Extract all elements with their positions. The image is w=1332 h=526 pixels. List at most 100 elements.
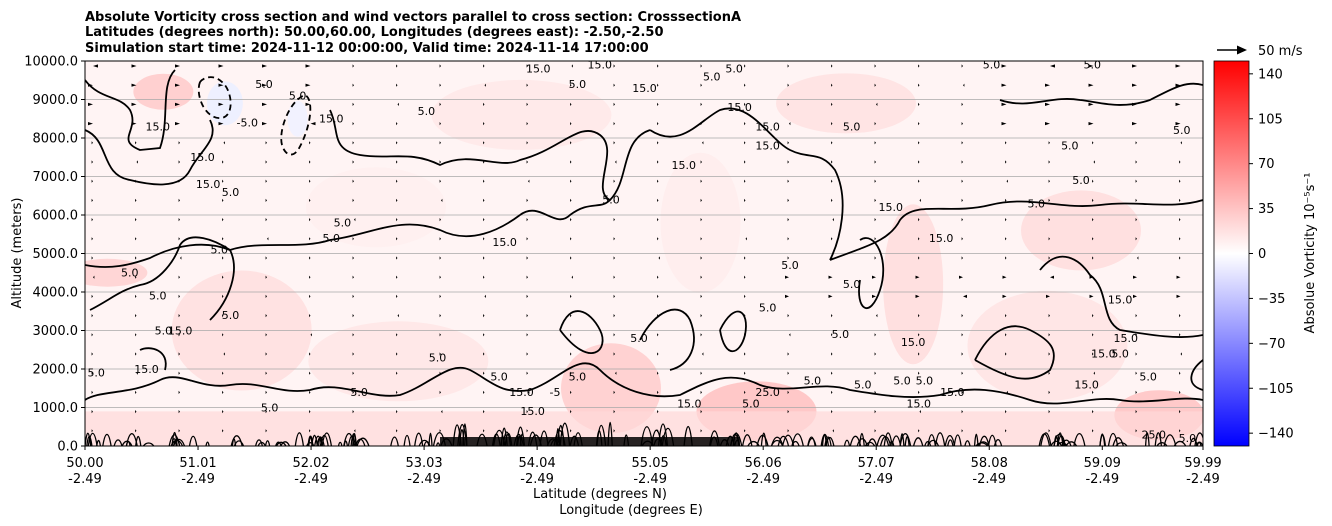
wind-vector	[396, 429, 398, 433]
wind-vector	[131, 102, 137, 106]
wind-vector	[352, 256, 354, 260]
contour-line	[89, 236, 235, 321]
wind-vector	[396, 371, 398, 375]
wind-vector	[831, 160, 833, 164]
x-tick-label-latitude: 52.02	[292, 456, 329, 471]
surface-contour	[843, 439, 851, 446]
colorbar-tick-label: −35	[1258, 292, 1285, 307]
wind-vector	[918, 64, 920, 68]
contour-label: 5.0	[1111, 347, 1129, 360]
surface-contour	[947, 439, 954, 446]
wind-vector	[1135, 160, 1137, 164]
surface-contour	[953, 434, 962, 446]
wind-vector	[744, 294, 746, 298]
colorbar-tick-label: 105	[1258, 112, 1283, 127]
wind-vector	[961, 352, 963, 356]
wind-vector	[305, 64, 311, 68]
wind-vector	[831, 102, 833, 106]
wind-vector	[657, 160, 659, 164]
wind-vector	[309, 352, 311, 356]
surface-contour	[85, 432, 92, 446]
wind-vector	[918, 237, 920, 241]
wind-vector	[1088, 83, 1094, 87]
wind-vector	[744, 390, 746, 394]
wind-vector	[222, 333, 224, 337]
wind-vector	[571, 275, 573, 279]
wind-vector	[570, 122, 572, 126]
wind-vector	[135, 198, 137, 202]
surface-contour	[418, 439, 431, 446]
wind-vector	[744, 179, 746, 183]
wind-vector	[961, 256, 963, 260]
wind-vector	[396, 198, 398, 202]
wind-vector	[613, 294, 615, 298]
wind-vector	[439, 102, 441, 106]
wind-vector	[265, 294, 267, 298]
wind-vector	[918, 160, 920, 164]
wind-vector	[613, 218, 615, 222]
contour-line	[974, 325, 1055, 380]
wind-vector	[918, 429, 920, 433]
wind-vector	[222, 275, 224, 279]
surface-contour	[977, 441, 990, 446]
wind-vector	[744, 352, 746, 356]
surface-contour	[924, 441, 932, 446]
contour-line	[85, 69, 176, 151]
wind-vector	[1092, 237, 1094, 241]
wind-vector	[1137, 256, 1139, 260]
wind-vector	[439, 333, 441, 337]
wind-vector	[305, 83, 311, 87]
wind-vector	[744, 122, 746, 126]
wind-vector	[484, 83, 486, 87]
chart-title-line-1: Absolute Vorticity cross section and win…	[85, 10, 741, 25]
wind-vector	[352, 102, 354, 106]
wind-vector	[135, 237, 137, 241]
contour-label: 15.0	[196, 178, 221, 191]
wind-vector	[267, 237, 269, 241]
wind-vector	[787, 314, 789, 318]
wind-vector	[222, 237, 224, 241]
contour-label: 5.0	[742, 398, 760, 411]
wind-vector	[613, 64, 615, 68]
wind-vector	[483, 314, 485, 318]
wind-vector	[700, 218, 702, 222]
wind-vector	[961, 429, 963, 433]
wind-vector	[831, 122, 833, 126]
negative-contour-line	[280, 94, 312, 156]
surface-contour	[86, 435, 93, 446]
wind-vector	[439, 218, 441, 222]
surface-contour	[264, 440, 271, 446]
wind-vector	[396, 218, 398, 222]
wind-vector	[175, 122, 180, 126]
wind-vector	[91, 237, 93, 241]
surface-contour	[1115, 442, 1128, 446]
wind-vector	[483, 275, 485, 279]
surface-contour	[883, 432, 893, 446]
wind-vector	[657, 64, 659, 68]
contour-label: 5.0	[1173, 124, 1191, 137]
wind-vector	[700, 160, 702, 164]
wind-vector	[483, 218, 485, 222]
x-tick-label-longitude: -2.49	[746, 472, 780, 487]
wind-vector	[615, 160, 617, 164]
wind-vector	[483, 179, 485, 183]
wind-vector	[1135, 314, 1137, 318]
wind-vector	[483, 160, 485, 164]
contour-label: 5.0	[703, 70, 721, 83]
surface-contour	[904, 436, 910, 446]
surface-contour	[435, 442, 441, 446]
wind-vector	[874, 64, 876, 68]
wind-vector	[352, 352, 354, 356]
contour-lines	[85, 69, 1203, 405]
wind-vector	[131, 64, 137, 68]
wind-vector	[396, 160, 398, 164]
wind-vector	[1179, 179, 1181, 183]
y-tick-label: 4000.0	[33, 286, 79, 301]
wind-vector	[744, 410, 746, 414]
wind-vector	[700, 294, 702, 298]
wind-vector	[658, 256, 660, 260]
surface-contour	[899, 433, 912, 446]
wind-vector	[178, 218, 180, 222]
wind-vector	[88, 122, 93, 126]
wind-vector	[961, 237, 963, 241]
